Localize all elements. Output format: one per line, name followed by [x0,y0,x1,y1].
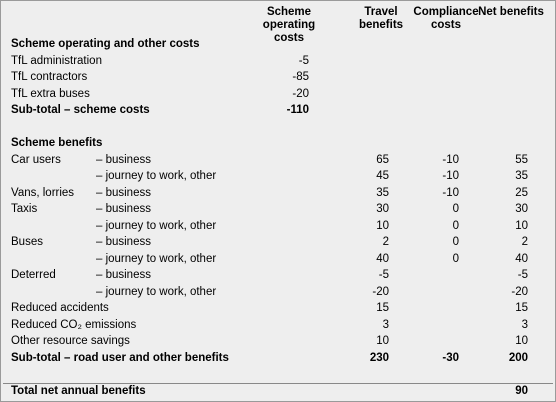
cell-value: 3 [382,318,389,331]
cell-value: 10 [376,219,389,232]
cell-value: -10 [442,170,459,182]
row-group: Buses [11,236,43,248]
cell-value: -85 [292,71,309,83]
row-item: – journey to work, other [96,252,217,265]
cell-value: 35 [515,170,528,182]
row-group: Vans, lorries [11,186,75,199]
row-label: Sub-total – scheme costs [11,104,150,116]
column-header: Scheme operating costs [262,6,316,44]
row-item: – business [96,269,151,281]
column-header: Net benefits [478,6,544,18]
cell-value: -5 [517,269,528,281]
row-item: – journey to work, other [96,219,217,232]
cell-value: 230 [369,351,389,364]
row-label: TfL contractors [11,71,88,83]
cell-value: -30 [442,351,459,364]
cell-value: 45 [376,170,389,182]
cell-value: 15 [515,302,528,314]
column-header: Compliance costs [413,6,479,31]
section-title: Scheme benefits [11,137,103,149]
row-group: Car users [11,153,61,166]
cell-value: 35 [376,186,389,199]
cell-value: 2 [382,236,389,248]
cell-value: 3 [521,318,528,331]
section-title: Scheme operating and other costs [11,38,200,50]
row-group: Deterred [11,269,56,281]
cell-value: -110 [286,104,309,116]
row-item: – journey to work, other [96,170,217,182]
row-label: Total net annual benefits [11,384,146,397]
cell-value: 0 [452,203,459,215]
row-item: – business [96,203,151,215]
cell-value: 0 [452,252,459,265]
column-header: Travel benefits [358,6,404,31]
row-label: Reduced CO₂ emissions [11,318,137,331]
cell-value: 30 [515,203,528,215]
cell-value: 55 [515,153,528,166]
row-label: Other resource savings [11,335,130,347]
cell-value: 30 [376,203,389,215]
row-label: TfL administration [11,54,102,67]
cell-value: 25 [515,186,528,199]
cell-value: -10 [442,186,459,199]
cell-value: 40 [376,252,389,265]
row-label: TfL extra buses [11,87,90,100]
cell-value: 2 [521,236,528,248]
row-label: Sub-total – road user and other benefits [11,351,229,364]
cell-value: -20 [292,87,309,100]
separator [3,383,553,384]
row-item: – business [96,236,151,248]
cell-value: 65 [376,153,389,166]
cell-value: 200 [508,351,528,364]
cell-value: -5 [378,269,389,281]
cell-value: 90 [515,384,528,397]
cell-value: 10 [515,219,528,232]
cell-value: -10 [442,153,459,166]
cell-value: 0 [452,219,459,232]
row-label: Reduced accidents [11,302,109,314]
cell-value: 0 [452,236,459,248]
cell-value: -20 [511,285,528,298]
cell-value: 40 [515,252,528,265]
cell-value: 15 [376,302,389,314]
row-item: – business [96,153,151,166]
row-group: Taxis [11,203,38,215]
cell-value: 10 [376,335,389,347]
cell-value: 10 [515,335,528,347]
cell-value: -20 [372,285,389,298]
row-item: – journey to work, other [96,285,217,298]
cell-value: -5 [298,54,309,67]
row-item: – business [96,186,151,199]
